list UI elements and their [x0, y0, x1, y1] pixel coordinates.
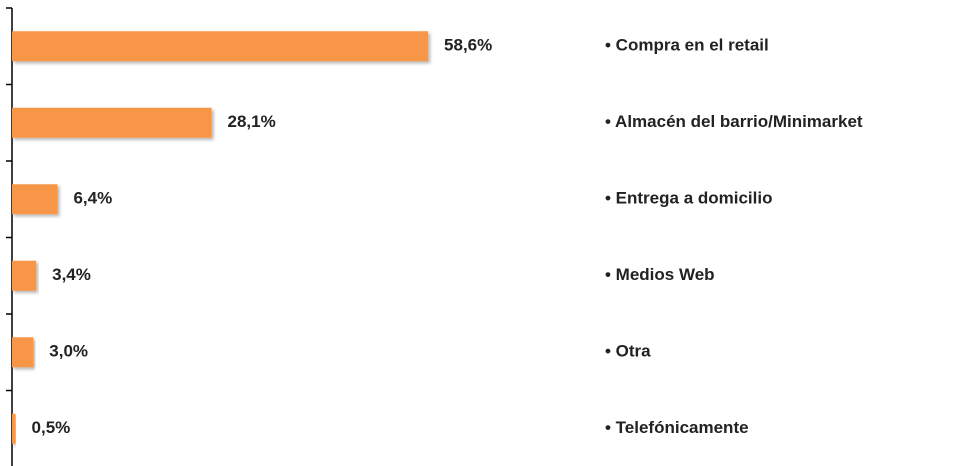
data-label: 3,0% [49, 342, 88, 361]
data-label: 6,4% [73, 189, 112, 208]
category-label: • Medios Web [605, 265, 715, 284]
bar [12, 184, 58, 215]
category-label: • Compra en el retail [605, 36, 769, 55]
bar [12, 31, 429, 62]
category-label: • Telefónicamente [605, 418, 749, 437]
data-label: 58,6% [444, 36, 492, 55]
category-label: • Otra [605, 342, 651, 361]
bar [12, 107, 212, 138]
bar [12, 260, 37, 291]
data-label: 3,4% [52, 265, 91, 284]
category-label: • Entrega a domicilio [605, 189, 773, 208]
data-label: 28,1% [228, 112, 276, 131]
bar [12, 337, 34, 368]
bar [12, 413, 16, 444]
category-label: • Almacén del barrio/Minimarket [605, 112, 863, 131]
data-label: 0,5% [32, 418, 71, 437]
